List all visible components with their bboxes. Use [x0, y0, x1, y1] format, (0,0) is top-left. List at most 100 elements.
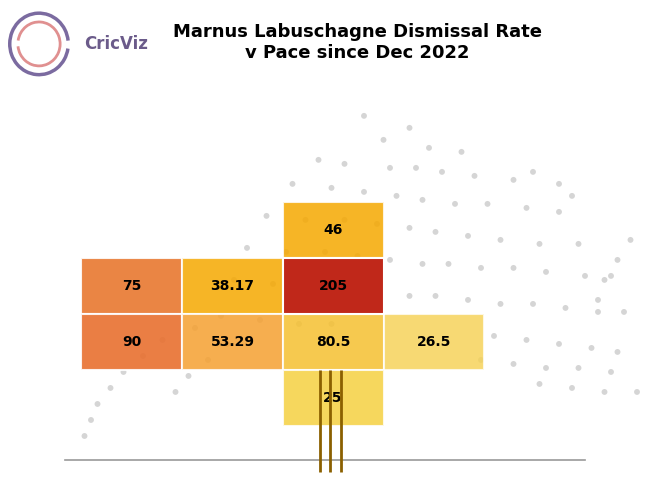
Point	[417, 196, 428, 204]
Point	[424, 144, 434, 152]
Bar	[384, 314, 484, 370]
Point	[567, 384, 577, 392]
Point	[339, 284, 350, 292]
Point	[216, 312, 226, 320]
Point	[469, 172, 480, 180]
Point	[92, 400, 103, 408]
Point	[437, 168, 447, 176]
Bar	[81, 314, 182, 370]
Point	[443, 260, 454, 268]
Point	[411, 164, 421, 172]
Text: CricViz: CricViz	[84, 35, 148, 53]
Point	[203, 356, 213, 364]
Point	[183, 372, 194, 380]
Point	[619, 308, 629, 316]
Bar	[182, 258, 283, 314]
Point	[79, 432, 90, 440]
Point	[534, 380, 545, 388]
Point	[138, 352, 148, 360]
Point	[372, 220, 382, 228]
Point	[593, 308, 603, 316]
Point	[495, 236, 506, 244]
Point	[86, 416, 96, 424]
Point	[573, 364, 584, 372]
Point	[521, 204, 532, 212]
Bar	[283, 314, 384, 370]
Point	[534, 240, 545, 248]
Point	[606, 368, 616, 376]
Point	[255, 316, 265, 324]
Point	[352, 252, 363, 260]
Point	[541, 364, 551, 372]
Text: 90: 90	[122, 335, 141, 349]
Point	[294, 320, 304, 328]
Point	[222, 340, 233, 348]
Point	[528, 168, 538, 176]
Bar	[283, 202, 384, 258]
Point	[599, 388, 610, 396]
Point	[560, 304, 571, 312]
Point	[118, 368, 129, 376]
Point	[573, 240, 584, 248]
Point	[482, 200, 493, 208]
Point	[391, 192, 402, 200]
Bar	[81, 258, 182, 314]
Point	[326, 184, 337, 192]
Point	[339, 216, 350, 224]
Point	[599, 276, 610, 284]
Point	[404, 224, 415, 232]
Text: 75: 75	[122, 279, 141, 293]
Point	[157, 336, 168, 344]
Point	[476, 356, 486, 364]
Point	[313, 156, 324, 164]
Point	[307, 284, 317, 292]
Point	[625, 236, 636, 244]
Point	[359, 188, 369, 196]
Bar	[182, 314, 283, 370]
Point	[190, 324, 200, 332]
Text: 80.5: 80.5	[316, 335, 350, 349]
Point	[105, 384, 116, 392]
Point	[339, 160, 350, 168]
Text: 26.5: 26.5	[417, 335, 451, 349]
Point	[456, 148, 467, 156]
Point	[521, 336, 532, 344]
Point	[593, 296, 603, 304]
Point	[450, 200, 460, 208]
Point	[242, 244, 252, 252]
Point	[359, 112, 369, 120]
Point	[586, 344, 597, 352]
Point	[489, 332, 499, 340]
Point	[612, 256, 623, 264]
Point	[378, 136, 389, 144]
Point	[567, 192, 577, 200]
Point	[554, 180, 564, 188]
Bar	[283, 370, 384, 426]
Point	[463, 296, 473, 304]
Point	[632, 388, 642, 396]
Point	[430, 228, 441, 236]
Point	[385, 164, 395, 172]
Point	[372, 288, 382, 296]
Point	[528, 300, 538, 308]
Point	[580, 272, 590, 280]
Text: 38.17: 38.17	[211, 279, 254, 293]
Point	[287, 180, 298, 188]
Text: 53.29: 53.29	[211, 335, 254, 349]
Point	[430, 292, 441, 300]
Text: 205: 205	[318, 279, 348, 293]
Text: 25: 25	[323, 391, 343, 405]
Point	[495, 300, 506, 308]
Point	[170, 388, 181, 396]
Point	[281, 248, 291, 256]
Bar	[283, 258, 384, 314]
Point	[508, 264, 519, 272]
Point	[404, 292, 415, 300]
Point	[326, 320, 337, 328]
Point	[385, 256, 395, 264]
Point	[554, 340, 564, 348]
Point	[268, 280, 278, 288]
Point	[541, 268, 551, 276]
Point	[404, 124, 415, 132]
Point	[554, 208, 564, 216]
